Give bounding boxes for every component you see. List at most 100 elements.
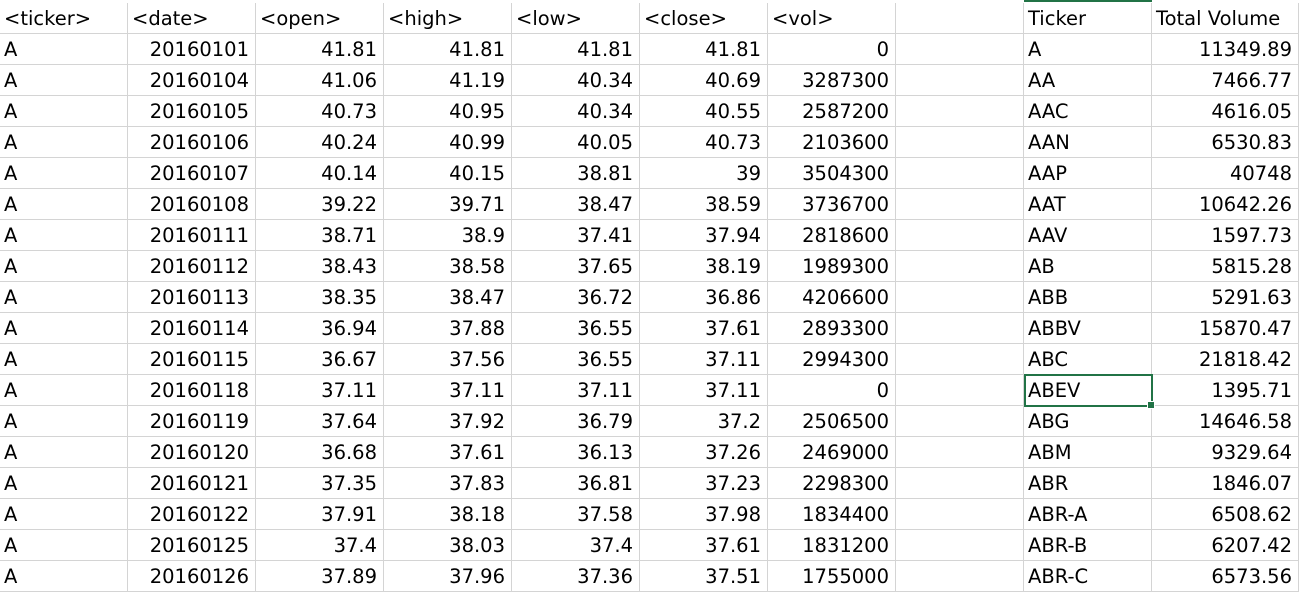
empty-cell[interactable] — [896, 189, 1024, 220]
cell-close[interactable]: 37.61 — [640, 313, 768, 344]
cell-summary-ticker[interactable]: ABR-A — [1024, 499, 1152, 530]
empty-cell[interactable] — [896, 96, 1024, 127]
cell-close[interactable]: 37.61 — [640, 530, 768, 561]
cell-low[interactable]: 40.34 — [512, 65, 640, 96]
cell-ticker[interactable]: A — [0, 344, 128, 375]
cell-ticker[interactable]: A — [0, 220, 128, 251]
empty-cell[interactable] — [896, 251, 1024, 282]
cell-high[interactable]: 40.15 — [384, 158, 512, 189]
cell-open[interactable]: 37.89 — [256, 561, 384, 592]
cell-open[interactable]: 40.73 — [256, 96, 384, 127]
cell-total-volume[interactable]: 1846.07 — [1152, 468, 1299, 499]
cell-open[interactable]: 37.64 — [256, 406, 384, 437]
cell-low[interactable]: 36.79 — [512, 406, 640, 437]
cell-close[interactable]: 37.11 — [640, 344, 768, 375]
cell-open[interactable]: 37.35 — [256, 468, 384, 499]
cell-high[interactable]: 41.19 — [384, 65, 512, 96]
cell-high[interactable]: 41.81 — [384, 34, 512, 65]
cell-total-volume[interactable]: 4616.05 — [1152, 96, 1299, 127]
cell-total-volume[interactable]: 1395.71 — [1152, 375, 1299, 406]
cell-vol[interactable]: 1755000 — [768, 561, 896, 592]
cell-close[interactable]: 40.69 — [640, 65, 768, 96]
cell-low[interactable]: 37.41 — [512, 220, 640, 251]
cell-summary-ticker[interactable]: ABB — [1024, 282, 1152, 313]
cell-close[interactable]: 37.51 — [640, 561, 768, 592]
cell-ticker[interactable]: A — [0, 34, 128, 65]
cell-open[interactable]: 40.14 — [256, 158, 384, 189]
cell-ticker[interactable]: A — [0, 437, 128, 468]
cell-ticker[interactable]: A — [0, 65, 128, 96]
cell-vol[interactable]: 2506500 — [768, 406, 896, 437]
cell-ticker[interactable]: A — [0, 251, 128, 282]
cell-vol[interactable]: 0 — [768, 375, 896, 406]
cell-open[interactable]: 39.22 — [256, 189, 384, 220]
cell-total-volume[interactable]: 7466.77 — [1152, 65, 1299, 96]
cell-low[interactable]: 37.65 — [512, 251, 640, 282]
empty-cell[interactable] — [896, 499, 1024, 530]
cell-high[interactable]: 38.58 — [384, 251, 512, 282]
cell-low[interactable]: 36.55 — [512, 344, 640, 375]
cell-date[interactable]: 20160120 — [128, 437, 256, 468]
column-header-summary-ticker[interactable]: Ticker — [1024, 3, 1152, 34]
cell-high[interactable]: 37.96 — [384, 561, 512, 592]
cell-low[interactable]: 40.05 — [512, 127, 640, 158]
empty-cell[interactable] — [896, 561, 1024, 592]
cell-total-volume[interactable]: 5291.63 — [1152, 282, 1299, 313]
cell-vol[interactable]: 3504300 — [768, 158, 896, 189]
cell-total-volume[interactable]: 11349.89 — [1152, 34, 1299, 65]
cell-vol[interactable]: 3736700 — [768, 189, 896, 220]
cell-date[interactable]: 20160118 — [128, 375, 256, 406]
cell-open[interactable]: 41.06 — [256, 65, 384, 96]
column-header-low[interactable]: <low> — [512, 3, 640, 34]
cell-high[interactable]: 37.83 — [384, 468, 512, 499]
cell-total-volume[interactable]: 6530.83 — [1152, 127, 1299, 158]
column-header-close[interactable]: <close> — [640, 3, 768, 34]
cell-open[interactable]: 36.68 — [256, 437, 384, 468]
cell-date[interactable]: 20160114 — [128, 313, 256, 344]
empty-cell[interactable] — [896, 375, 1024, 406]
column-header-date[interactable]: <date> — [128, 3, 256, 34]
cell-open[interactable]: 41.81 — [256, 34, 384, 65]
column-header-ticker[interactable]: <ticker> — [0, 3, 128, 34]
cell-ticker[interactable]: A — [0, 96, 128, 127]
cell-vol[interactable]: 1831200 — [768, 530, 896, 561]
cell-summary-ticker[interactable]: AAT — [1024, 189, 1152, 220]
cell-vol[interactable]: 1834400 — [768, 499, 896, 530]
cell-date[interactable]: 20160125 — [128, 530, 256, 561]
cell-low[interactable]: 36.81 — [512, 468, 640, 499]
cell-close[interactable]: 37.11 — [640, 375, 768, 406]
cell-high[interactable]: 40.95 — [384, 96, 512, 127]
cell-ticker[interactable]: A — [0, 158, 128, 189]
cell-vol[interactable]: 3287300 — [768, 65, 896, 96]
cell-low[interactable]: 38.47 — [512, 189, 640, 220]
cell-high[interactable]: 38.03 — [384, 530, 512, 561]
cell-ticker[interactable]: A — [0, 189, 128, 220]
cell-date[interactable]: 20160112 — [128, 251, 256, 282]
cell-close[interactable]: 41.81 — [640, 34, 768, 65]
cell-summary-ticker[interactable]: AAV — [1024, 220, 1152, 251]
cell-summary-ticker[interactable]: ABM — [1024, 437, 1152, 468]
cell-ticker[interactable]: A — [0, 468, 128, 499]
cell-low[interactable]: 37.4 — [512, 530, 640, 561]
cell-summary-ticker[interactable]: ABR-B — [1024, 530, 1152, 561]
cell-vol[interactable]: 1989300 — [768, 251, 896, 282]
cell-vol[interactable]: 2893300 — [768, 313, 896, 344]
cell-date[interactable]: 20160122 — [128, 499, 256, 530]
cell-open[interactable]: 37.91 — [256, 499, 384, 530]
empty-cell[interactable] — [896, 127, 1024, 158]
column-header-high[interactable]: <high> — [384, 3, 512, 34]
cell-total-volume[interactable]: 15870.47 — [1152, 313, 1299, 344]
cell-summary-ticker[interactable]: ABR-C — [1024, 561, 1152, 592]
cell-low[interactable]: 36.72 — [512, 282, 640, 313]
cell-total-volume[interactable]: 6573.56 — [1152, 561, 1299, 592]
cell-date[interactable]: 20160113 — [128, 282, 256, 313]
empty-cell[interactable] — [896, 530, 1024, 561]
empty-cell[interactable] — [896, 437, 1024, 468]
empty-cell[interactable] — [896, 3, 1024, 34]
cell-summary-ticker[interactable]: ABBV — [1024, 313, 1152, 344]
cell-low[interactable]: 40.34 — [512, 96, 640, 127]
column-header-vol[interactable]: <vol> — [768, 3, 896, 34]
cell-total-volume[interactable]: 6508.62 — [1152, 499, 1299, 530]
cell-close[interactable]: 38.59 — [640, 189, 768, 220]
